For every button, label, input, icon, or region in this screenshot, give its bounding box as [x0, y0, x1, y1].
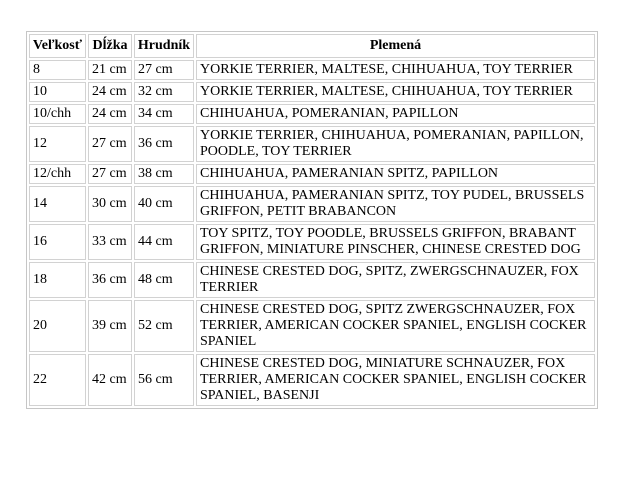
table-row: 10 24 cm 32 cm YORKIE TERRIER, MALTESE, … [29, 82, 595, 102]
breeds-cell: CHINESE CRESTED DOG, SPITZ ZWERGSCHNAUZE… [196, 300, 595, 352]
table-header-row: Veľkosť Dĺžka Hrudník Plemená [29, 34, 595, 58]
table-row: 22 42 cm 56 cm CHINESE CRESTED DOG, MINI… [29, 354, 595, 406]
size-cell: 12/chh [29, 164, 86, 184]
breeds-cell: YORKIE TERRIER, MALTESE, CHIHUAHUA, TOY … [196, 82, 595, 102]
chest-cell: 48 cm [134, 262, 194, 298]
length-cell: 39 cm [88, 300, 132, 352]
dog-size-chart-table: Veľkosť Dĺžka Hrudník Plemená 8 21 cm 27… [26, 31, 598, 409]
breeds-cell: CHINESE CRESTED DOG, SPITZ, ZWERGSCHNAUZ… [196, 262, 595, 298]
size-cell: 8 [29, 60, 86, 80]
table-body: 8 21 cm 27 cm YORKIE TERRIER, MALTESE, C… [29, 60, 595, 406]
chest-cell: 40 cm [134, 186, 194, 222]
table-row: 12/chh 27 cm 38 cm CHIHUAHUA, PAMERANIAN… [29, 164, 595, 184]
length-cell: 21 cm [88, 60, 132, 80]
column-header-breeds: Plemená [196, 34, 595, 58]
length-cell: 42 cm [88, 354, 132, 406]
size-cell: 12 [29, 126, 86, 162]
length-cell: 36 cm [88, 262, 132, 298]
breeds-cell: CHIHUAHUA, PAMERANIAN SPITZ, TOY PUDEL, … [196, 186, 595, 222]
length-cell: 27 cm [88, 164, 132, 184]
chest-cell: 52 cm [134, 300, 194, 352]
table-row: 16 33 cm 44 cm TOY SPITZ, TOY POODLE, BR… [29, 224, 595, 260]
breeds-cell: YORKIE TERRIER, MALTESE, CHIHUAHUA, TOY … [196, 60, 595, 80]
table-row: 20 39 cm 52 cm CHINESE CRESTED DOG, SPIT… [29, 300, 595, 352]
size-cell: 18 [29, 262, 86, 298]
length-cell: 24 cm [88, 104, 132, 124]
length-cell: 30 cm [88, 186, 132, 222]
length-cell: 24 cm [88, 82, 132, 102]
table-row: 14 30 cm 40 cm CHIHUAHUA, PAMERANIAN SPI… [29, 186, 595, 222]
length-cell: 33 cm [88, 224, 132, 260]
breeds-cell: CHIHUAHUA, POMERANIAN, PAPILLON [196, 104, 595, 124]
column-header-size: Veľkosť [29, 34, 86, 58]
breeds-cell: CHIHUAHUA, PAMERANIAN SPITZ, PAPILLON [196, 164, 595, 184]
size-cell: 14 [29, 186, 86, 222]
chest-cell: 32 cm [134, 82, 194, 102]
column-header-chest: Hrudník [134, 34, 194, 58]
size-cell: 16 [29, 224, 86, 260]
table-row: 12 27 cm 36 cm YORKIE TERRIER, CHIHUAHUA… [29, 126, 595, 162]
breeds-cell: YORKIE TERRIER, CHIHUAHUA, POMERANIAN, P… [196, 126, 595, 162]
breeds-cell: CHINESE CRESTED DOG, MINIATURE SCHNAUZER… [196, 354, 595, 406]
table-row: 10/chh 24 cm 34 cm CHIHUAHUA, POMERANIAN… [29, 104, 595, 124]
size-cell: 10 [29, 82, 86, 102]
chest-cell: 34 cm [134, 104, 194, 124]
size-cell: 22 [29, 354, 86, 406]
chest-cell: 44 cm [134, 224, 194, 260]
chest-cell: 56 cm [134, 354, 194, 406]
size-cell: 20 [29, 300, 86, 352]
chest-cell: 27 cm [134, 60, 194, 80]
table-row: 18 36 cm 48 cm CHINESE CRESTED DOG, SPIT… [29, 262, 595, 298]
column-header-length: Dĺžka [88, 34, 132, 58]
chest-cell: 38 cm [134, 164, 194, 184]
table-row: 8 21 cm 27 cm YORKIE TERRIER, MALTESE, C… [29, 60, 595, 80]
breeds-cell: TOY SPITZ, TOY POODLE, BRUSSELS GRIFFON,… [196, 224, 595, 260]
length-cell: 27 cm [88, 126, 132, 162]
size-cell: 10/chh [29, 104, 86, 124]
chest-cell: 36 cm [134, 126, 194, 162]
